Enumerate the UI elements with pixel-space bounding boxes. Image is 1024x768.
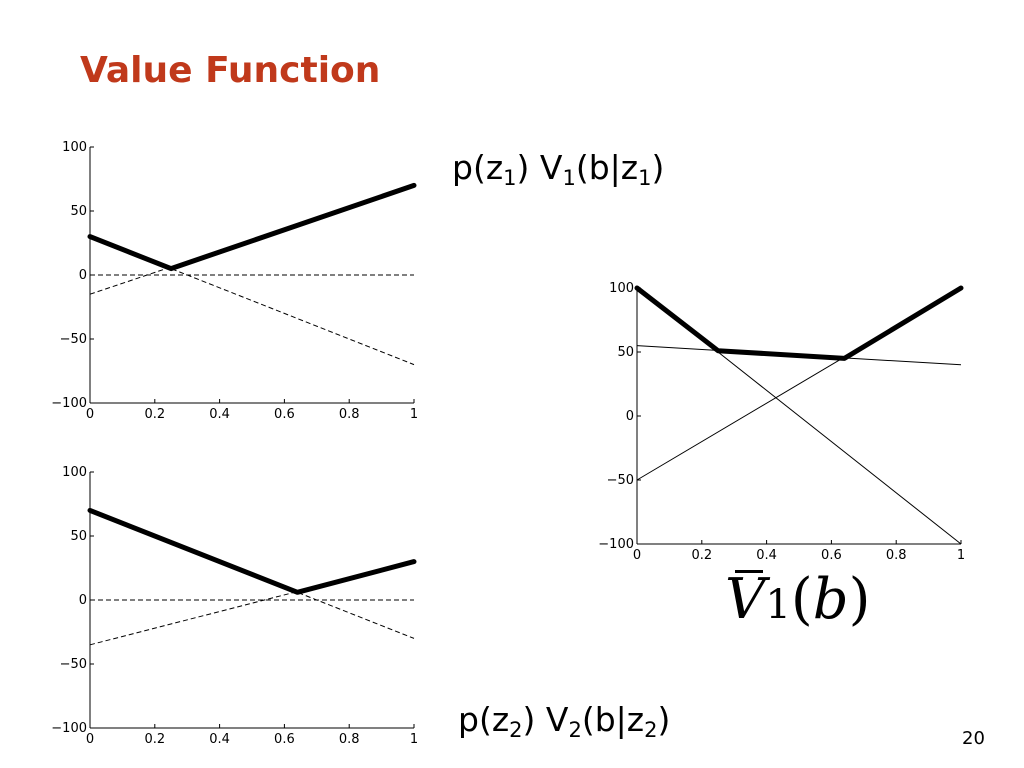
y-tick-label: 100	[62, 465, 87, 480]
x-tick-label: 0.8	[339, 732, 360, 747]
y-tick-label: −100	[598, 537, 634, 552]
value-function-label: V1(b)	[725, 570, 870, 628]
label-text: (b|z	[575, 148, 639, 187]
y-tick-label: 50	[617, 345, 634, 360]
y-tick-label: 100	[609, 281, 634, 296]
slide-title: Value Function	[80, 50, 381, 91]
x-tick-label: 1	[410, 407, 418, 422]
x-tick-label: 0.4	[209, 407, 230, 422]
arg-close: )	[848, 567, 871, 632]
y-tick-label: −50	[60, 332, 87, 347]
y-tick-label: −100	[51, 396, 87, 411]
v-letter-text: V	[725, 567, 766, 632]
plot-bottom: −100 −50 0 50 100 0 0.2 0.4 0.6 0.8 1	[51, 465, 418, 747]
x-tick-label: 0	[86, 407, 94, 422]
overline-bar	[735, 570, 763, 573]
y-tick-label: 0	[79, 593, 87, 608]
value-function-line	[634, 285, 964, 361]
y-tick-label: 100	[62, 140, 87, 155]
plot-label-top: p(z1) V1(b|z1)	[452, 148, 665, 190]
x-tick-label: 0.4	[756, 548, 777, 563]
v-letter: V	[725, 570, 765, 628]
label-text: )	[657, 700, 671, 739]
label-text: (b|z	[581, 700, 645, 739]
x-tick-label: 0	[86, 732, 94, 747]
x-tick-label: 0	[633, 548, 641, 563]
x-tick-label: 0.6	[821, 548, 842, 563]
y-tick-label: −50	[607, 473, 634, 488]
label-text: ) V	[522, 700, 569, 739]
y-tick-label: 0	[79, 268, 87, 283]
arg-b: b	[812, 567, 849, 632]
x-tick-label: 0.2	[144, 407, 165, 422]
value-function-line	[87, 182, 417, 272]
x-tick-label: 0.2	[144, 732, 165, 747]
label-sub: 1	[562, 166, 576, 190]
x-tick-label: 0.8	[339, 407, 360, 422]
label-text: p(z	[458, 700, 510, 739]
x-tick-label: 0.2	[691, 548, 712, 563]
label-text: ) V	[516, 148, 563, 187]
label-text: )	[651, 148, 665, 187]
x-tick-label: 1	[410, 732, 418, 747]
arg-open: (	[790, 567, 813, 632]
page-number: 20	[962, 728, 985, 749]
y-tick-label: −50	[60, 657, 87, 672]
plot-label-bottom: p(z2) V2(b|z2)	[458, 700, 671, 742]
v-subscript: 1	[765, 582, 791, 628]
x-tick-label: 0.4	[209, 732, 230, 747]
label-sub: 2	[509, 718, 523, 742]
x-tick-label: 0.8	[886, 548, 907, 563]
label-sub: 1	[638, 166, 652, 190]
label-sub: 2	[644, 718, 658, 742]
x-tick-label: 0.6	[274, 732, 295, 747]
y-tick-label: 50	[70, 529, 87, 544]
x-tick-label: 0.6	[274, 407, 295, 422]
y-tick-label: −100	[51, 721, 87, 736]
x-tick-label: 1	[957, 548, 965, 563]
value-function-line	[87, 507, 417, 595]
label-sub: 2	[568, 718, 582, 742]
y-tick-label: 50	[70, 204, 87, 219]
label-text: p(z	[452, 148, 504, 187]
plot-right: −100 −50 0 50 100 0 0.2 0.4 0.6 0.8 1	[598, 281, 965, 563]
plot-top: −100 −50 0 50 100 0 0.2 0.4 0.6 0.8 1	[51, 140, 418, 422]
label-sub: 1	[503, 166, 517, 190]
y-tick-label: 0	[626, 409, 634, 424]
